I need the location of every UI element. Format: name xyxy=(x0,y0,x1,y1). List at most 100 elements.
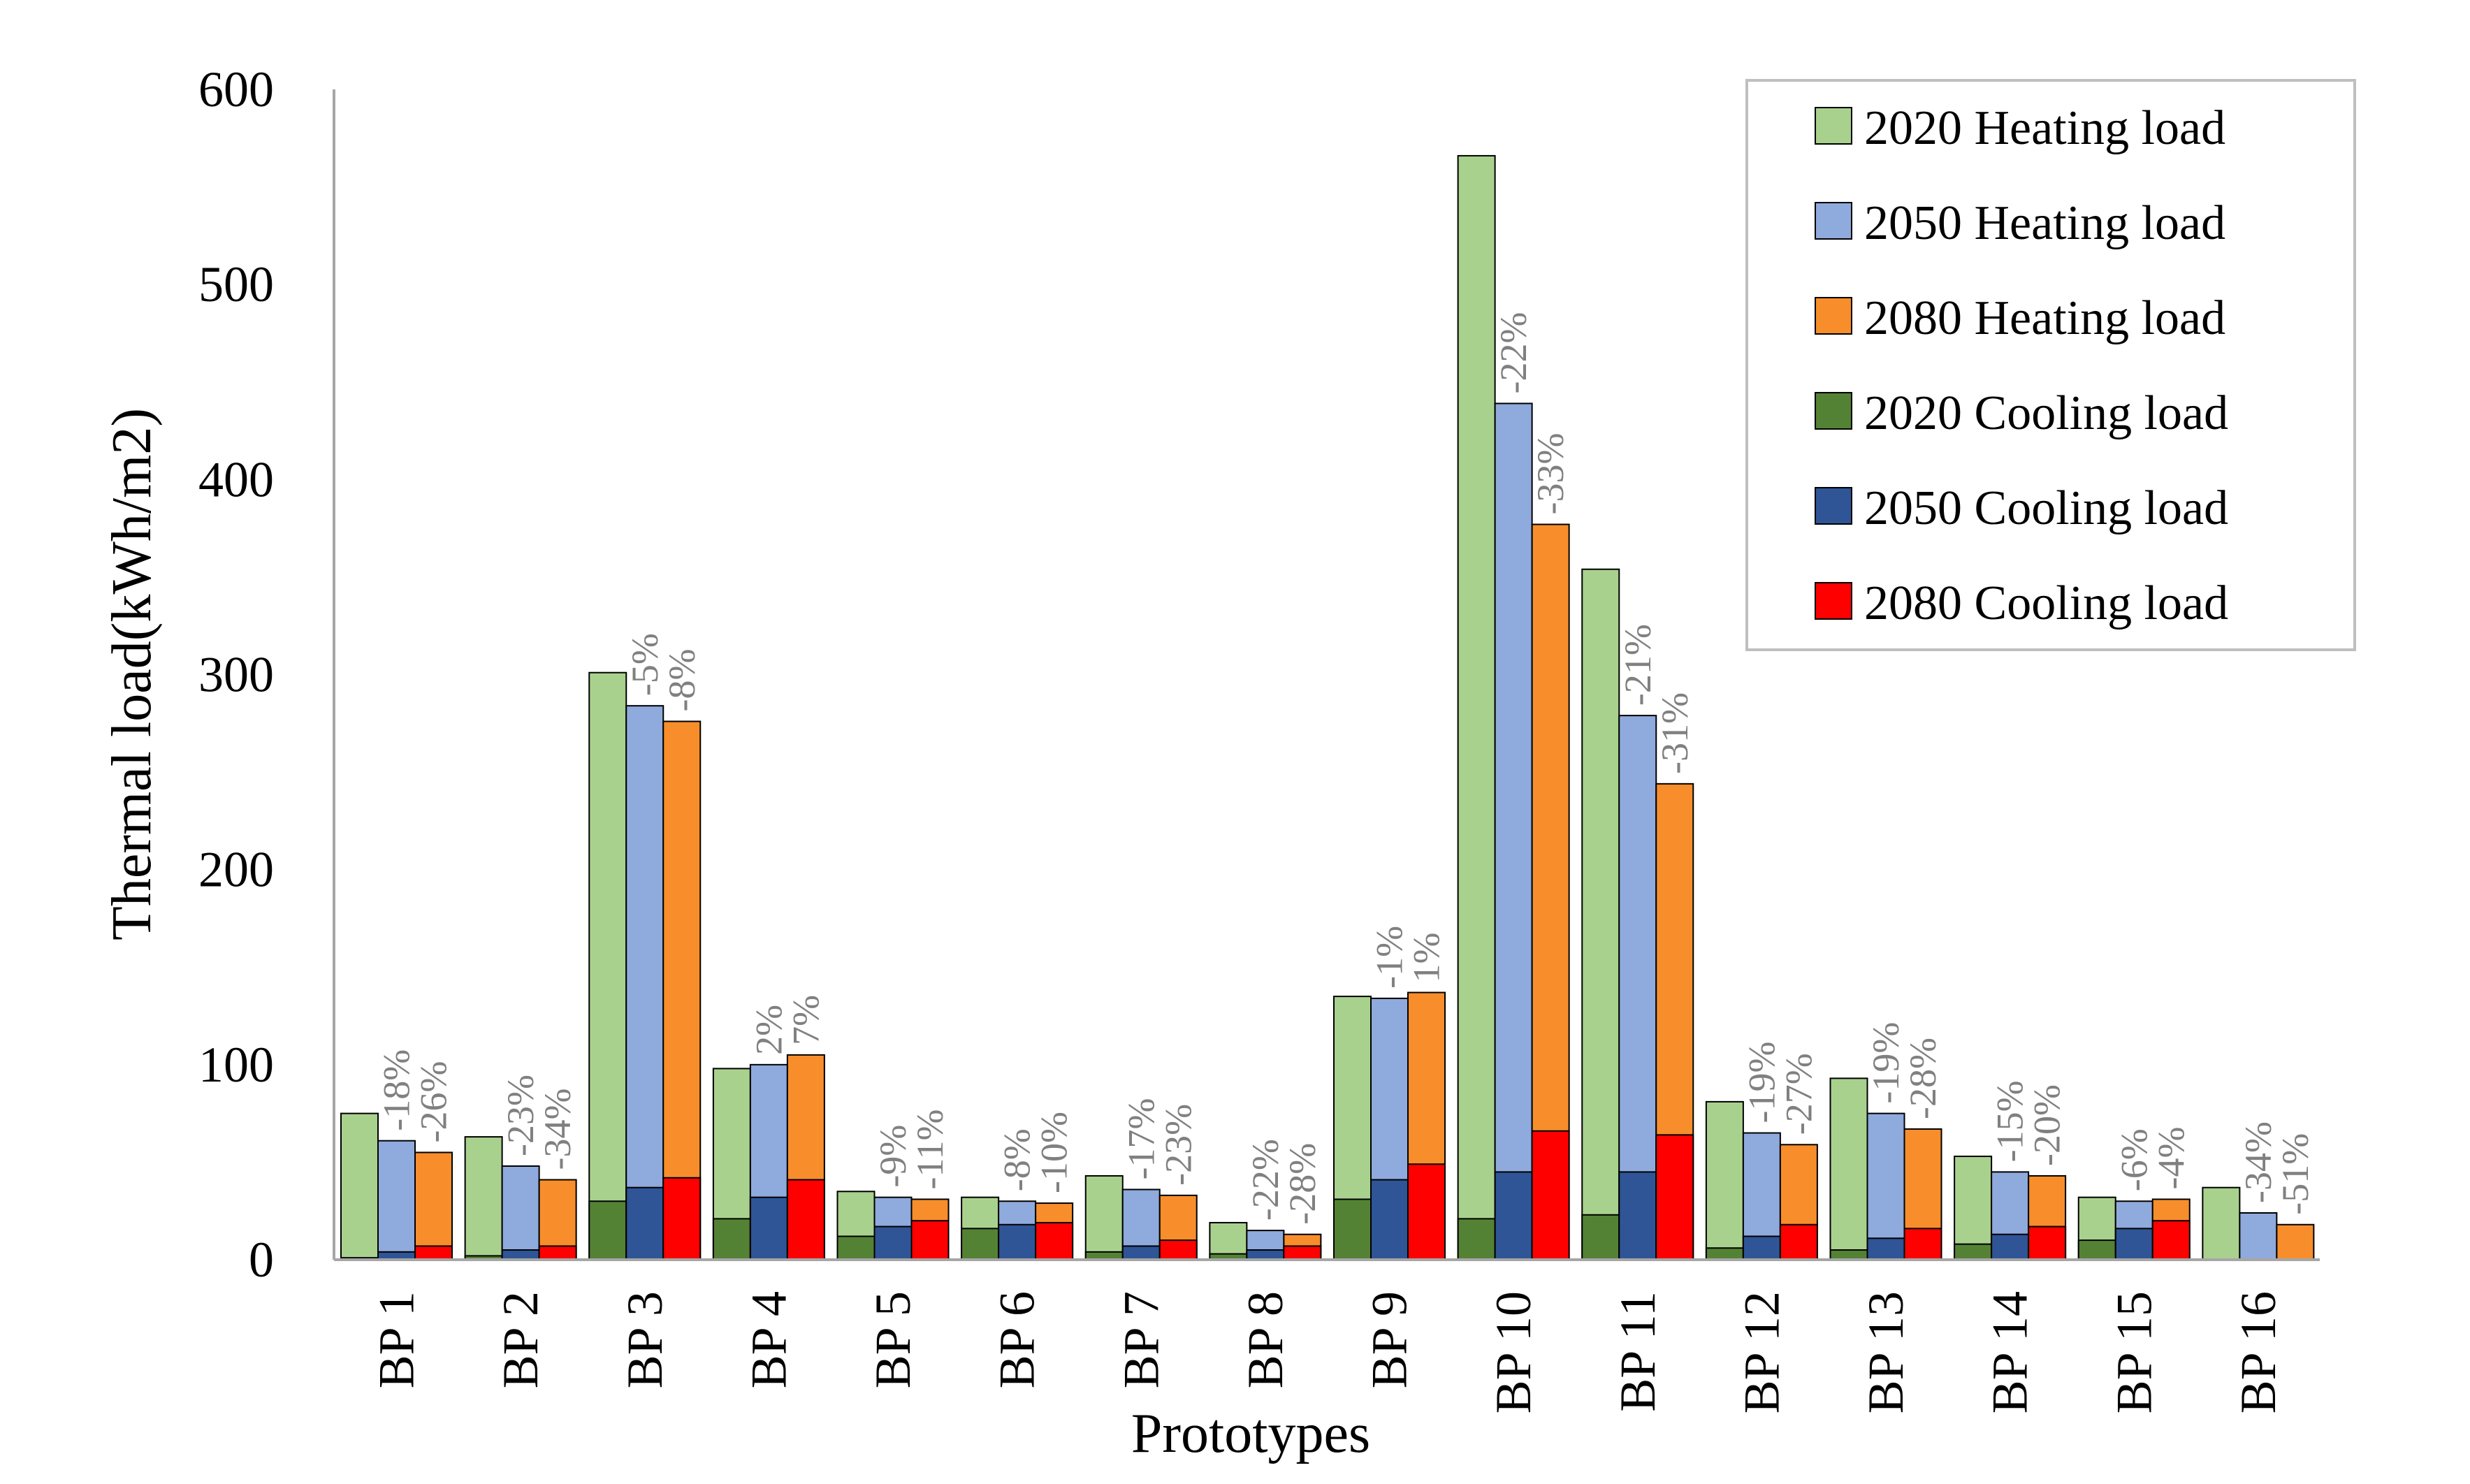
legend-label: 2080 Cooling load xyxy=(1864,576,2228,630)
category-label: BP 11 xyxy=(1610,1291,1666,1412)
category-label: BP 6 xyxy=(989,1291,1045,1388)
percent-change-label: -51% xyxy=(2274,1133,2316,1215)
cooling-bar xyxy=(910,1220,950,1260)
heating-bar xyxy=(2202,1186,2241,1261)
percent-change-label: -4% xyxy=(2150,1126,2192,1189)
percent-change-label: -34% xyxy=(537,1089,579,1170)
legend-label: 2050 Heating load xyxy=(1864,196,2225,250)
percent-change-label: 1% xyxy=(1406,933,1448,983)
category-label: BP 9 xyxy=(1362,1291,1418,1388)
cooling-bar xyxy=(1954,1243,1993,1260)
percent-change-label: 2% xyxy=(748,1005,790,1055)
cooling-bar xyxy=(1705,1247,1744,1260)
cooling-bar xyxy=(1407,1163,1446,1261)
y-tick-label: 400 xyxy=(198,451,274,507)
category-label: BP 4 xyxy=(741,1291,797,1388)
y-tick-label: 500 xyxy=(198,256,274,312)
heating-bar xyxy=(1705,1100,1744,1260)
category-label: BP 15 xyxy=(2106,1291,2162,1413)
legend-swatch xyxy=(1815,297,1852,335)
category-label: BP 5 xyxy=(865,1291,921,1388)
category-label: BP 3 xyxy=(617,1291,673,1388)
cooling-bar xyxy=(1246,1249,1285,1260)
y-tick-label: 200 xyxy=(198,842,274,898)
cooling-bar xyxy=(873,1225,913,1260)
heating-bar xyxy=(1954,1156,1993,1260)
heating-bar xyxy=(1457,154,1496,1261)
category-label: BP 14 xyxy=(1982,1291,2038,1413)
percent-change-label: -26% xyxy=(413,1061,455,1142)
legend-swatch xyxy=(1815,487,1852,525)
heating-bar xyxy=(662,720,702,1260)
percent-change-label: -31% xyxy=(1654,692,1696,774)
heating-bar xyxy=(464,1136,503,1260)
heating-bar xyxy=(1829,1077,1868,1260)
legend-box xyxy=(1745,79,2356,651)
cooling-bar xyxy=(1581,1214,1620,1260)
percent-change-label: -8% xyxy=(996,1128,1038,1191)
percent-change-label: -19% xyxy=(1741,1042,1782,1123)
percent-change-label: -20% xyxy=(2026,1084,2068,1166)
y-tick-label: 600 xyxy=(198,61,274,117)
cooling-bar xyxy=(2077,1239,2116,1261)
category-label: BP 10 xyxy=(1485,1291,1541,1413)
cooling-bar xyxy=(1035,1221,1074,1261)
legend-label: 2050 Cooling load xyxy=(1864,481,2228,535)
cooling-bar xyxy=(1121,1245,1161,1261)
legend-label: 2020 Heating load xyxy=(1864,101,2225,155)
bars-layer xyxy=(340,154,2315,1261)
cooling-bar xyxy=(1779,1223,1818,1260)
cooling-bar xyxy=(1655,1134,1694,1261)
legend-swatch xyxy=(1815,392,1852,430)
cooling-bar xyxy=(1903,1228,1942,1261)
cooling-bar xyxy=(538,1245,577,1261)
legend-label: 2020 Cooling load xyxy=(1864,386,2228,440)
percent-change-label: -6% xyxy=(2113,1128,2155,1191)
percent-change-label: -10% xyxy=(1033,1112,1075,1193)
cooling-bar xyxy=(2114,1228,2153,1261)
cooling-bar xyxy=(414,1245,453,1261)
percent-change-label: -34% xyxy=(2237,1121,2279,1203)
cooling-bar xyxy=(1457,1218,1496,1260)
percent-change-label: -23% xyxy=(1157,1104,1199,1186)
percent-change-label: -8% xyxy=(661,649,703,712)
legend-swatch xyxy=(1815,202,1852,240)
cooling-bar xyxy=(1370,1179,1409,1260)
percent-change-label: -22% xyxy=(1492,312,1534,393)
percent-change-label: -19% xyxy=(1865,1022,1907,1104)
x-axis-title: Prototypes xyxy=(1131,1403,1370,1464)
category-label: BP 12 xyxy=(1734,1291,1789,1413)
cooling-bar xyxy=(2028,1225,2067,1260)
percent-change-label: -22% xyxy=(1244,1139,1286,1221)
legend: 2020 Heating load 2050 Heating load 2080 H… xyxy=(1745,79,2356,651)
percent-change-label: -28% xyxy=(1281,1143,1323,1225)
cooling-bar xyxy=(712,1218,751,1260)
heating-bar xyxy=(1866,1112,1905,1260)
percent-change-label: -5% xyxy=(624,633,666,696)
percent-change-label: -27% xyxy=(1778,1053,1819,1135)
cooling-bar xyxy=(1618,1171,1657,1260)
heating-bar xyxy=(588,671,627,1260)
cooling-bar xyxy=(786,1179,825,1260)
cooling-bar xyxy=(1283,1245,1322,1261)
percent-change-label: -33% xyxy=(1530,433,1571,515)
category-label: BP 2 xyxy=(493,1291,549,1388)
legend-label: 2080 Heating load xyxy=(1864,291,2225,345)
percent-change-label: -1% xyxy=(1369,926,1411,989)
y-axis-title: Thermal load(kWh/m2) xyxy=(101,408,163,940)
cooling-bar xyxy=(625,1186,664,1261)
heating-bar xyxy=(414,1151,453,1261)
legend-swatch xyxy=(1815,107,1852,145)
heating-bar xyxy=(340,1112,379,1260)
category-label: BP 13 xyxy=(1858,1291,1914,1413)
cooling-bar xyxy=(1991,1233,2030,1261)
cooling-bar xyxy=(588,1200,627,1260)
cooling-bar xyxy=(1158,1239,1198,1261)
heating-bar xyxy=(2276,1223,2315,1260)
axes-layer: 0 100 200 300 400 500 600 xyxy=(198,61,2320,1288)
cooling-bar xyxy=(836,1235,876,1260)
heating-bar xyxy=(1581,568,1620,1260)
category-label: BP 16 xyxy=(2230,1291,2286,1413)
labels-layer: BP 1-18%-26%BP 2-23%-34%BP 3-5%-8%BP 42%… xyxy=(369,312,2316,1413)
